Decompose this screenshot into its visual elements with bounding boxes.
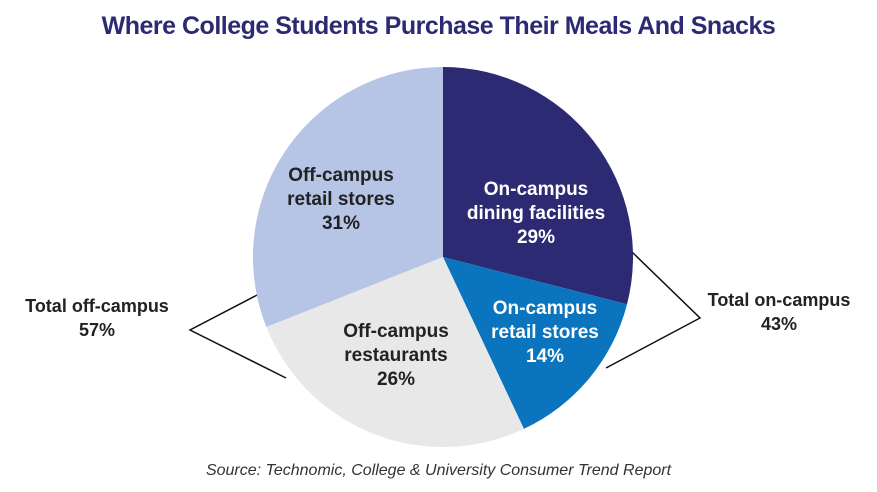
slice-category: Off-campus restaurants bbox=[343, 321, 449, 366]
group-value: 57% bbox=[78, 320, 116, 340]
slice-category: On-campus dining facilities bbox=[466, 179, 606, 224]
bracket-off-campus bbox=[188, 279, 287, 379]
group-total: Total off-campus 57% bbox=[7, 294, 187, 342]
pie-slice bbox=[266, 257, 524, 447]
slice-value: 14% bbox=[525, 346, 565, 367]
slice-value: 29% bbox=[516, 227, 556, 248]
slice-label: Off-campus retail stores 31% bbox=[276, 164, 406, 236]
slice-label: Off-campus restaurants 26% bbox=[331, 320, 461, 392]
slice-value: 31% bbox=[321, 213, 361, 234]
pie-slice bbox=[443, 67, 633, 305]
group-label: Total on-campus bbox=[707, 290, 851, 310]
brackets bbox=[188, 251, 702, 379]
pie-slice bbox=[252, 67, 443, 327]
slice-category: On-campus retail stores bbox=[491, 298, 599, 343]
slice-label: On-campus dining facilities 29% bbox=[456, 178, 616, 250]
pie-slice bbox=[443, 257, 628, 429]
slice-value: 26% bbox=[376, 369, 416, 390]
group-label: Total off-campus bbox=[25, 296, 169, 316]
source-note: Source: Technomic, College & University … bbox=[205, 462, 672, 479]
bracket-on-campus bbox=[605, 251, 702, 369]
chart-title: Where College Students Purchase Their Me… bbox=[101, 12, 776, 40]
group-value: 43% bbox=[760, 314, 798, 334]
slice-category: Off-campus retail stores bbox=[287, 165, 395, 210]
group-total: Total on-campus 43% bbox=[689, 288, 869, 336]
slice-label: On-campus retail stores 14% bbox=[480, 297, 610, 369]
